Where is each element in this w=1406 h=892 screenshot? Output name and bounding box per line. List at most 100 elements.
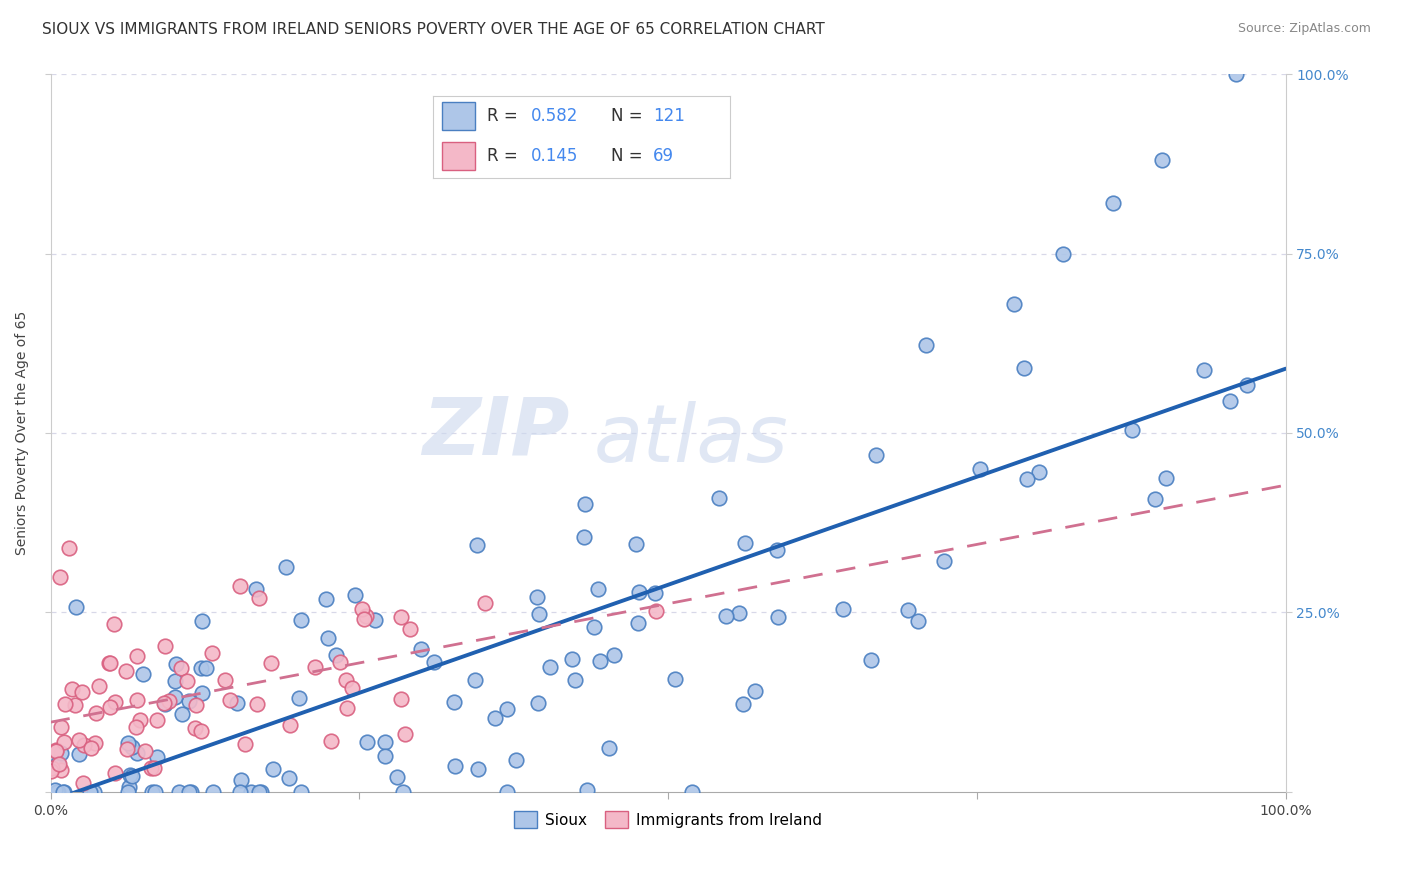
Point [915, 338, 938, 352]
Point [1236, 378, 1258, 392]
Point [389, 610, 412, 624]
Point [118, 780, 141, 795]
Point [228, 579, 250, 593]
Point [58, 541, 80, 555]
Point [644, 585, 666, 599]
Point [226, 696, 249, 710]
Point [399, 622, 422, 636]
Point [67, 747, 90, 762]
Point [731, 697, 754, 711]
Point [170, 707, 193, 722]
Point [897, 603, 920, 617]
Point [374, 749, 396, 764]
Point [195, 661, 218, 675]
Y-axis label: Seniors Poverty Over the Age of 65: Seniors Poverty Over the Age of 65 [15, 311, 30, 555]
Point [177, 785, 200, 799]
Point [564, 673, 586, 688]
Point [73, 738, 96, 752]
Point [201, 785, 224, 799]
Point [335, 673, 357, 687]
Point [125, 649, 148, 664]
Point [246, 697, 269, 711]
Point [84, 736, 107, 750]
Point [278, 718, 301, 732]
Point [121, 769, 143, 783]
Point [1002, 297, 1025, 311]
Point [1052, 246, 1074, 260]
Point [98, 656, 121, 670]
Point [84, 706, 107, 721]
Point [603, 648, 626, 662]
Text: atlas: atlas [595, 401, 789, 479]
Point [143, 761, 166, 775]
Point [598, 741, 620, 756]
Point [65, 698, 87, 712]
Point [484, 711, 506, 725]
Point [231, 772, 253, 787]
Point [39, 764, 62, 779]
Point [165, 657, 187, 671]
Point [49, 746, 72, 760]
Point [394, 727, 416, 741]
Point [191, 615, 214, 629]
Point [219, 693, 242, 707]
Point [146, 713, 169, 727]
Point [354, 609, 377, 624]
Point [464, 673, 486, 687]
Point [98, 656, 121, 670]
Point [104, 695, 127, 709]
Point [79, 785, 101, 799]
Point [288, 691, 311, 706]
Point [423, 656, 446, 670]
Point [245, 582, 267, 596]
Point [374, 734, 396, 748]
Point [117, 785, 139, 799]
Point [53, 785, 76, 799]
Point [41, 761, 63, 775]
Point [392, 785, 415, 799]
Point [200, 646, 222, 660]
Point [129, 713, 152, 727]
Point [526, 590, 548, 604]
Point [167, 785, 190, 799]
Text: Source: ZipAtlas.com: Source: ZipAtlas.com [1237, 22, 1371, 36]
Point [356, 735, 378, 749]
Legend: Sioux, Immigrants from Ireland: Sioux, Immigrants from Ireland [509, 805, 828, 835]
Point [1028, 465, 1050, 479]
Point [247, 785, 270, 799]
Point [214, 673, 236, 687]
Point [51, 720, 73, 734]
Point [46, 785, 69, 799]
Point [290, 613, 312, 627]
Point [141, 785, 163, 799]
Point [179, 694, 201, 708]
Point [153, 639, 176, 653]
Point [336, 701, 359, 715]
Point [467, 762, 489, 776]
Point [714, 609, 737, 624]
Point [48, 757, 70, 772]
Point [139, 761, 162, 775]
Point [627, 615, 650, 630]
Point [124, 720, 146, 734]
Point [250, 785, 273, 799]
Point [496, 702, 519, 716]
Point [80, 740, 103, 755]
Point [409, 641, 432, 656]
Point [190, 661, 212, 675]
Point [624, 536, 647, 550]
Point [1219, 394, 1241, 409]
Point [664, 672, 686, 686]
Point [263, 762, 285, 776]
Point [527, 697, 550, 711]
Point [184, 721, 207, 735]
Point [340, 681, 363, 695]
Point [582, 620, 605, 634]
Point [321, 733, 343, 747]
Point [645, 605, 668, 619]
Point [574, 497, 596, 511]
Point [134, 743, 156, 757]
Point [60, 681, 83, 696]
Point [278, 772, 301, 786]
Point [184, 698, 207, 712]
